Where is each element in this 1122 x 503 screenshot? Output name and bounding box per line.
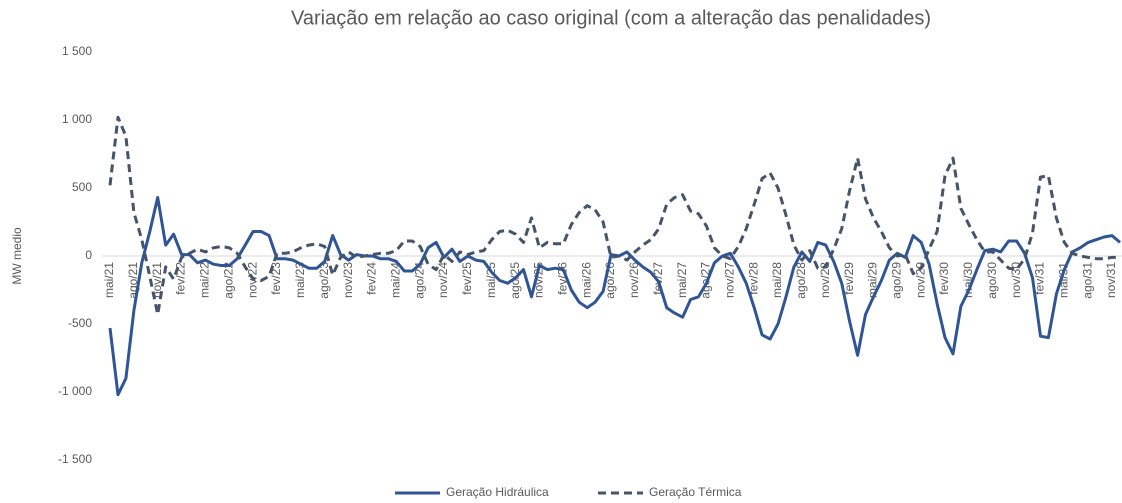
x-tick-label: mai/25	[484, 262, 498, 298]
x-tick-label: fev/30	[937, 262, 951, 295]
y-tick-label: 1 000	[62, 112, 92, 126]
y-tick-label: -1 500	[58, 452, 92, 466]
x-tick-label: fev/31	[1033, 262, 1047, 295]
x-tick-label: nov/26	[627, 262, 641, 298]
x-tick-label: nov/25	[532, 262, 546, 298]
x-tick-label: mai/24	[388, 262, 402, 298]
y-tick-label: 1 500	[62, 44, 92, 58]
y-tick-label: -500	[68, 316, 92, 330]
x-tick-label: fev/29	[842, 262, 856, 295]
x-tick-label: mai/22	[198, 262, 212, 298]
x-tick-label: fev/24	[365, 262, 379, 295]
y-tick-label: 500	[72, 180, 92, 194]
x-tick-label: mai/26	[579, 262, 593, 298]
series-line	[108, 115, 1120, 316]
x-tick-label: mai/30	[961, 262, 975, 298]
x-tick-label: ago/28	[794, 262, 808, 299]
x-tick-label: ago/24	[412, 262, 426, 299]
x-tick-label: fev/25	[460, 262, 474, 295]
x-tick-label: ago/22	[221, 262, 235, 299]
x-tick-label: fev/22	[174, 262, 188, 295]
x-tick-label: nov/29	[913, 262, 927, 298]
x-tick-label: ago/25	[508, 262, 522, 299]
x-tick-label: mai/23	[293, 262, 307, 298]
legend-label: Geração Hidráulica	[446, 485, 549, 499]
y-tick-label: -1 000	[58, 384, 92, 398]
x-tick-label: fev/27	[651, 262, 665, 295]
x-tick-label: fev/28	[746, 262, 760, 295]
legend-label: Geração Térmica	[649, 485, 742, 499]
x-tick-label: mai/27	[675, 262, 689, 298]
x-tick-label: ago/23	[317, 262, 331, 299]
x-tick-label: ago/31	[1080, 262, 1094, 299]
x-tick-label: mai/29	[866, 262, 880, 298]
x-tick-label: nov/24	[436, 262, 450, 298]
x-tick-label: nov/31	[1104, 262, 1118, 298]
y-tick-label: 0	[85, 248, 92, 262]
x-tick-label: nov/23	[341, 262, 355, 298]
x-tick-label: mai/28	[770, 262, 784, 298]
x-tick-label: nov/21	[150, 262, 164, 298]
y-axis-title: MW medio	[10, 227, 24, 285]
x-tick-label: nov/30	[1009, 262, 1023, 298]
x-tick-label: ago/29	[889, 262, 903, 299]
x-tick-label: mai/21	[102, 262, 116, 298]
x-tick-label: nov/28	[818, 262, 832, 298]
x-tick-label: ago/30	[985, 262, 999, 299]
x-tick-label: mai/31	[1057, 262, 1071, 298]
chart-title: Variação em relação ao caso original (co…	[291, 7, 931, 29]
x-tick-label: nov/27	[722, 262, 736, 298]
